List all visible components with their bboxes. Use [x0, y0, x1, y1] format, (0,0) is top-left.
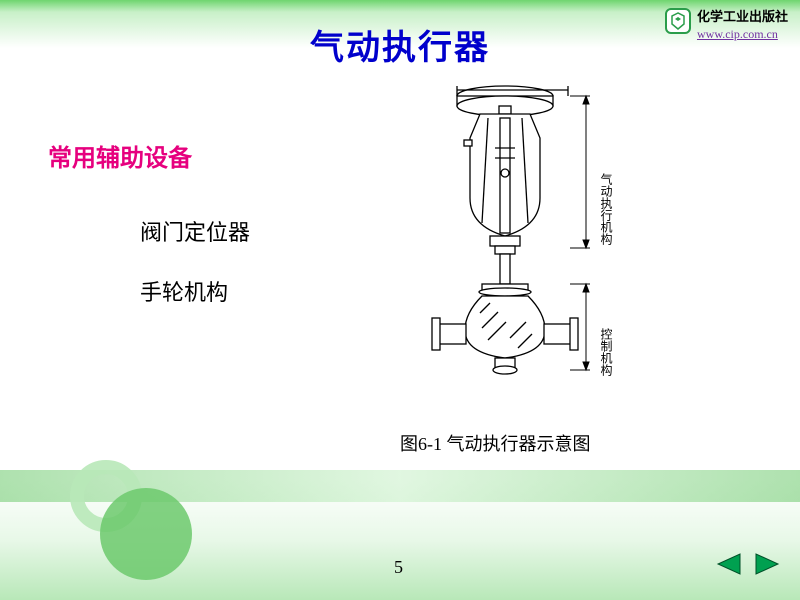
section-subtitle: 常用辅助设备 — [48, 138, 192, 173]
publisher-block: 化学工业出版社 www.cip.com.cn — [665, 8, 788, 43]
diagram-label-upper: 气动执行机构 — [599, 172, 613, 246]
diagram-label-lower: 控制机构 — [599, 328, 613, 377]
list-item: 阀门定位器 — [140, 215, 250, 247]
decorative-circle — [100, 488, 192, 580]
page-number: 5 — [394, 557, 403, 578]
nav-controls — [714, 552, 782, 576]
list-item: 手轮机构 — [140, 275, 228, 307]
next-slide-button[interactable] — [754, 552, 782, 576]
publisher-name: 化学工业出版社 — [697, 8, 788, 26]
actuator-diagram: 气动执行机构 控制机构 — [410, 78, 640, 418]
publisher-url[interactable]: www.cip.com.cn — [697, 26, 788, 43]
publisher-logo-icon — [665, 8, 691, 34]
prev-slide-button[interactable] — [714, 552, 742, 576]
figure-caption: 图6-1 气动执行器示意图 — [400, 430, 591, 456]
